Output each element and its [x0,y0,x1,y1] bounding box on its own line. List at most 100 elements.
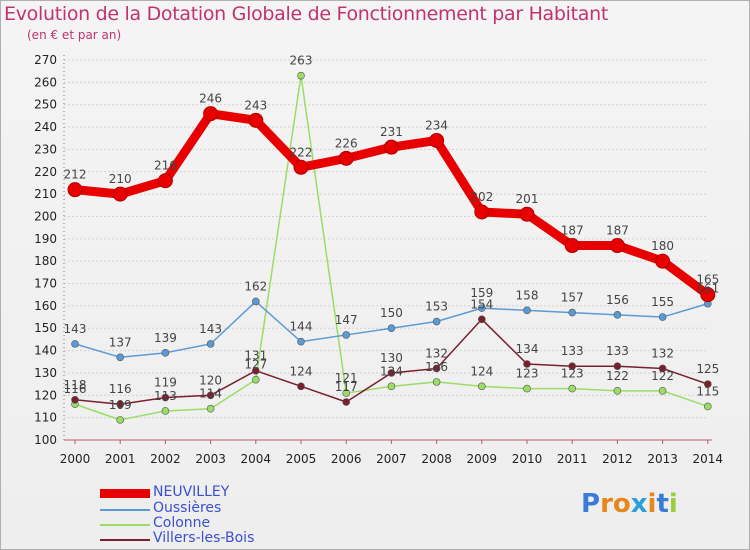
data-point [703,402,712,411]
data-point [112,186,128,202]
data-label: 156 [606,293,629,307]
y-tick-label: 140 [34,344,57,358]
x-tick-label: 2007 [376,452,407,466]
y-tick-label: 120 [34,388,57,402]
data-label: 143 [64,322,87,336]
data-label: 133 [561,344,584,358]
data-label: 187 [561,224,584,238]
data-label: 134 [516,342,539,356]
data-point [161,393,170,402]
x-tick-label: 2001 [105,452,136,466]
data-point [613,387,622,395]
data-label: 121 [335,371,358,385]
x-tick-label: 2011 [557,452,588,466]
x-tick-label: 2006 [331,452,362,466]
x-tick-label: 2009 [467,452,498,466]
y-tick-label: 180 [34,254,57,268]
data-label: 147 [335,313,358,327]
chart-title: Evolution de la Dotation Globale de Fonc… [4,3,609,25]
data-label: 122 [606,369,629,383]
proxiti-logo: Proxiti [581,489,678,519]
data-point [206,391,215,400]
data-label: 144 [290,320,313,334]
data-label: 153 [425,300,448,314]
data-point [342,389,351,397]
data-point [297,71,305,80]
data-point [568,384,577,393]
data-label: 109 [109,398,132,412]
legend-swatch-villers [100,539,150,541]
data-point [477,304,486,312]
data-label: 243 [244,98,267,112]
data-point [252,375,260,384]
data-label: 125 [696,362,719,376]
x-tick-label: 2000 [60,452,91,466]
data-point [432,317,441,326]
data-label: 132 [425,346,448,360]
data-label: 117 [335,380,358,394]
data-label: 162 [244,279,267,293]
data-point [568,308,577,317]
data-point [564,238,580,254]
data-point [342,331,351,339]
data-point [703,380,712,388]
data-label: 139 [154,331,177,345]
legend-swatch-neuvilley [100,489,150,498]
data-label: 216 [154,159,177,173]
legend-swatch-colonne [100,524,150,526]
y-tick-label: 230 [34,142,57,156]
data-point [116,400,124,409]
y-tick-label: 190 [34,232,57,246]
data-label: 124 [380,364,403,378]
data-label: 113 [154,389,177,403]
data-point [658,313,667,321]
data-label: 116 [64,382,87,396]
data-point [523,360,531,368]
y-tick-label: 210 [34,187,57,201]
data-label: 231 [380,125,403,139]
x-tick-label: 2008 [421,452,452,466]
y-tick-label: 170 [34,277,57,291]
x-tick-label: 2012 [602,452,633,466]
data-point [206,404,215,413]
data-label: 158 [516,288,539,302]
data-point [157,173,173,189]
data-label: 115 [696,384,719,398]
data-point [477,382,486,391]
data-label: 120 [199,373,222,387]
data-label: 132 [651,346,674,360]
x-tick-label: 2013 [647,452,678,466]
data-label: 143 [199,322,222,336]
data-point [293,159,309,175]
data-point [477,315,486,324]
data-point [161,407,170,415]
y-tick-label: 240 [34,120,57,134]
data-label: 127 [244,358,267,372]
data-label: 150 [380,306,403,320]
data-point [116,353,124,362]
data-label: 131 [244,349,267,363]
data-point [342,398,351,406]
data-point [248,112,264,128]
data-point [523,306,531,315]
y-tick-label: 100 [34,433,57,447]
data-label: 130 [380,351,403,365]
data-point [519,206,535,222]
y-tick-label: 260 [34,75,57,89]
y-tick-label: 200 [34,209,57,223]
legend-label-colonne: Colonne [153,515,211,531]
data-point [658,387,667,395]
data-point [658,364,667,373]
data-point [387,382,396,391]
data-label: 123 [561,367,584,381]
data-point [432,378,441,386]
x-tick-label: 2010 [512,452,543,466]
data-point [297,382,305,391]
data-label: 263 [290,54,313,68]
y-tick-label: 130 [34,366,57,380]
data-point [613,311,622,319]
data-point [67,182,83,198]
data-label: 124 [470,364,493,378]
